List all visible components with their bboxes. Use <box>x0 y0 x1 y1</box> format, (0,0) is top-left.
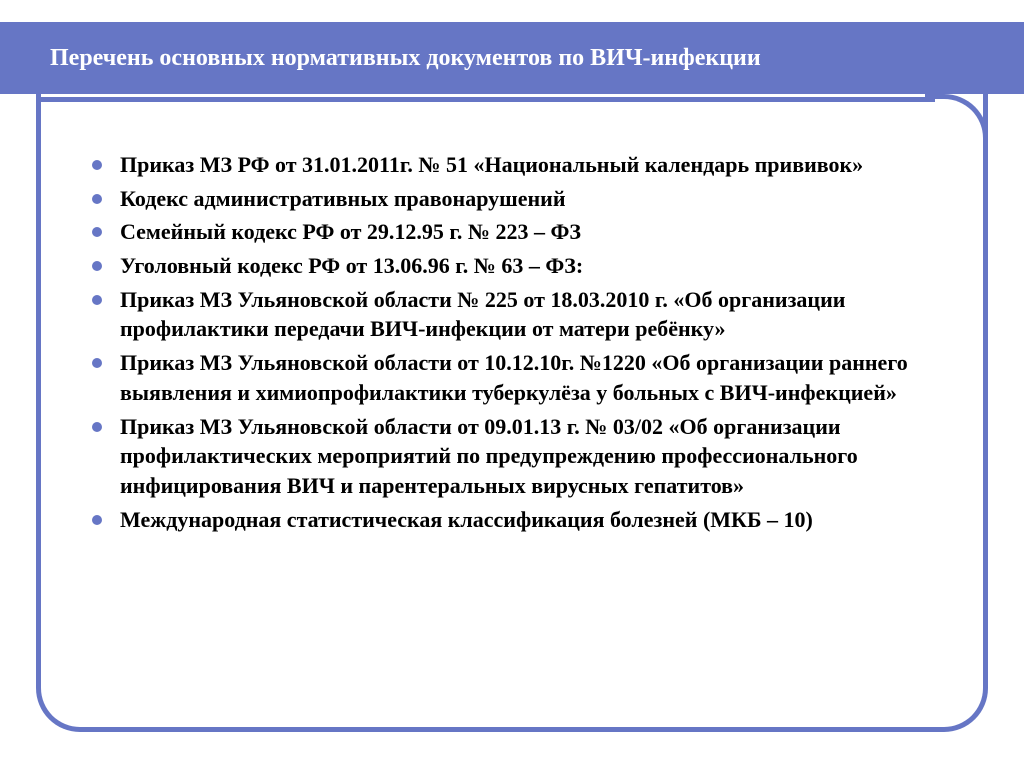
slide-title: Перечень основных нормативных документов… <box>50 45 761 72</box>
list-item: Семейный кодекс РФ от 29.12.95 г. № 223 … <box>86 217 964 247</box>
list-item: Приказ МЗ РФ от 31.01.2011г. № 51 «Нацио… <box>86 150 964 180</box>
list-item: Приказ МЗ Ульяновской области № 225 от 1… <box>86 285 964 344</box>
list-item: Международная статистическая классификац… <box>86 505 964 535</box>
list-item: Уголовный кодекс РФ от 13.06.96 г. № 63 … <box>86 251 964 281</box>
document-list: Приказ МЗ РФ от 31.01.2011г. № 51 «Нацио… <box>86 150 964 534</box>
list-item: Кодекс административных правонарушений <box>86 184 964 214</box>
content-area: Приказ МЗ РФ от 31.01.2011г. № 51 «Нацио… <box>86 150 964 538</box>
title-band: Перечень основных нормативных документов… <box>0 22 1024 94</box>
list-item: Приказ МЗ Ульяновской области от 09.01.1… <box>86 412 964 501</box>
list-item: Приказ МЗ Ульяновской области от 10.12.1… <box>86 348 964 407</box>
